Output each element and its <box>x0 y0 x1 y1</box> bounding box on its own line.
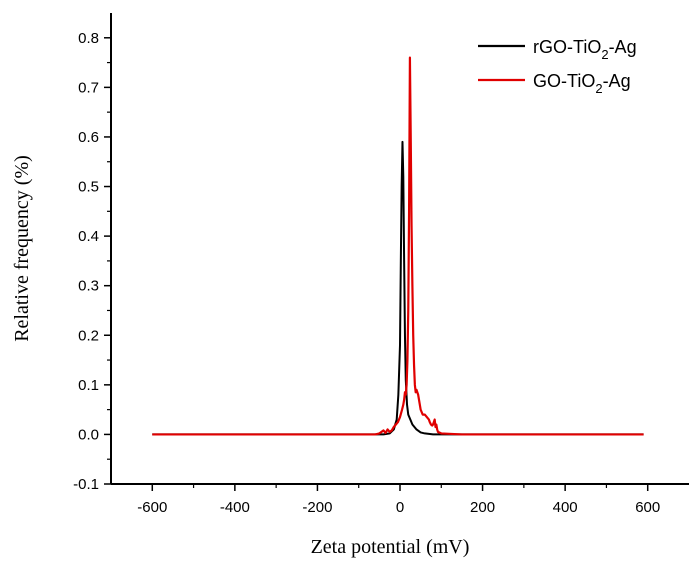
axes-layer: -600 -400 -200 0 200 400 600 -0.1 0.0 0.1 0.2 0.3 0.… <box>73 13 689 516</box>
y-tick-label: 0.5 <box>78 179 99 196</box>
y-tick-label: 0.6 <box>78 129 99 146</box>
x-tick-label: -200 <box>302 499 332 516</box>
x-tick-label: 400 <box>553 499 578 516</box>
legend: rGO-TiO2-Ag GO-TiO2-Ag <box>478 37 637 96</box>
x-tick-label: 200 <box>470 499 495 516</box>
y-tick-label: 0.1 <box>78 377 99 394</box>
legend-label-rgo-tio2-ag: rGO-TiO2-Ag <box>533 37 637 62</box>
x-tick-label: -600 <box>137 499 167 516</box>
y-axis-title: Relative frequency (%) <box>11 155 33 342</box>
y-tick-label: -0.1 <box>73 476 99 493</box>
series-layer <box>152 56 644 436</box>
x-tick-label: 0 <box>396 499 404 516</box>
x-tick-label: 600 <box>635 499 660 516</box>
y-tick-label: 0.3 <box>78 278 99 295</box>
x-axis-title: Zeta potential (mV) <box>311 536 470 558</box>
y-tick-label: 0.8 <box>78 30 99 47</box>
y-tick-label: 0.7 <box>78 79 99 96</box>
series-line-go-tio2-ag <box>152 56 644 436</box>
y-tick-label: 0.2 <box>78 327 99 344</box>
legend-label-go-tio2-ag: GO-TiO2-Ag <box>533 71 631 96</box>
series-line-rgo-tio2-ag <box>152 140 644 436</box>
x-tick-label: -400 <box>220 499 250 516</box>
y-tick-label: 0.4 <box>78 228 99 245</box>
y-tick-label: 0.0 <box>78 426 99 443</box>
